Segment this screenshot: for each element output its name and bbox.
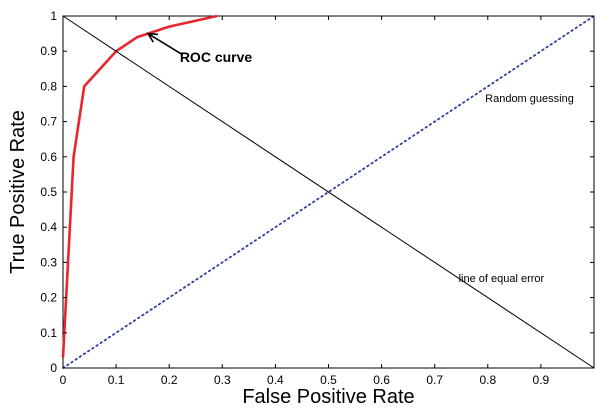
y-tick-label: 1	[50, 9, 57, 23]
y-tick-label: 0.1	[40, 326, 57, 340]
y-tick-label: 0.3	[40, 255, 57, 269]
x-tick-label: 0.4	[267, 373, 284, 387]
x-axis-title: False Positive Rate	[242, 386, 414, 408]
x-tick-label: 0.8	[479, 373, 496, 387]
random-guessing-label: Random guessing	[485, 93, 574, 105]
y-axis-title: True Positive Rate	[7, 110, 29, 274]
x-tick-label: 0.3	[214, 373, 231, 387]
x-tick-label: 0.7	[426, 373, 443, 387]
x-tick-label: 0.1	[108, 373, 125, 387]
x-tick-label: 0.9	[533, 373, 550, 387]
y-tick-label: 0.6	[40, 150, 57, 164]
x-tick-label: 0.6	[373, 373, 390, 387]
y-tick-label: 0.8	[40, 79, 57, 93]
y-tick-label: 0.9	[40, 44, 57, 58]
y-tick-label: 0.7	[40, 115, 57, 129]
x-tick-label: 0	[60, 373, 67, 387]
y-tick-label: 0.2	[40, 291, 57, 305]
y-tick-label: 0.5	[40, 185, 57, 199]
x-tick-label: 0.5	[320, 373, 337, 387]
equal-error-label: line of equal error	[459, 273, 545, 285]
roc-curve-label: ROC curve	[180, 49, 253, 65]
x-tick-label: 0.2	[161, 373, 178, 387]
y-tick-label: 0	[50, 361, 57, 375]
y-tick-label: 0.4	[40, 220, 57, 234]
